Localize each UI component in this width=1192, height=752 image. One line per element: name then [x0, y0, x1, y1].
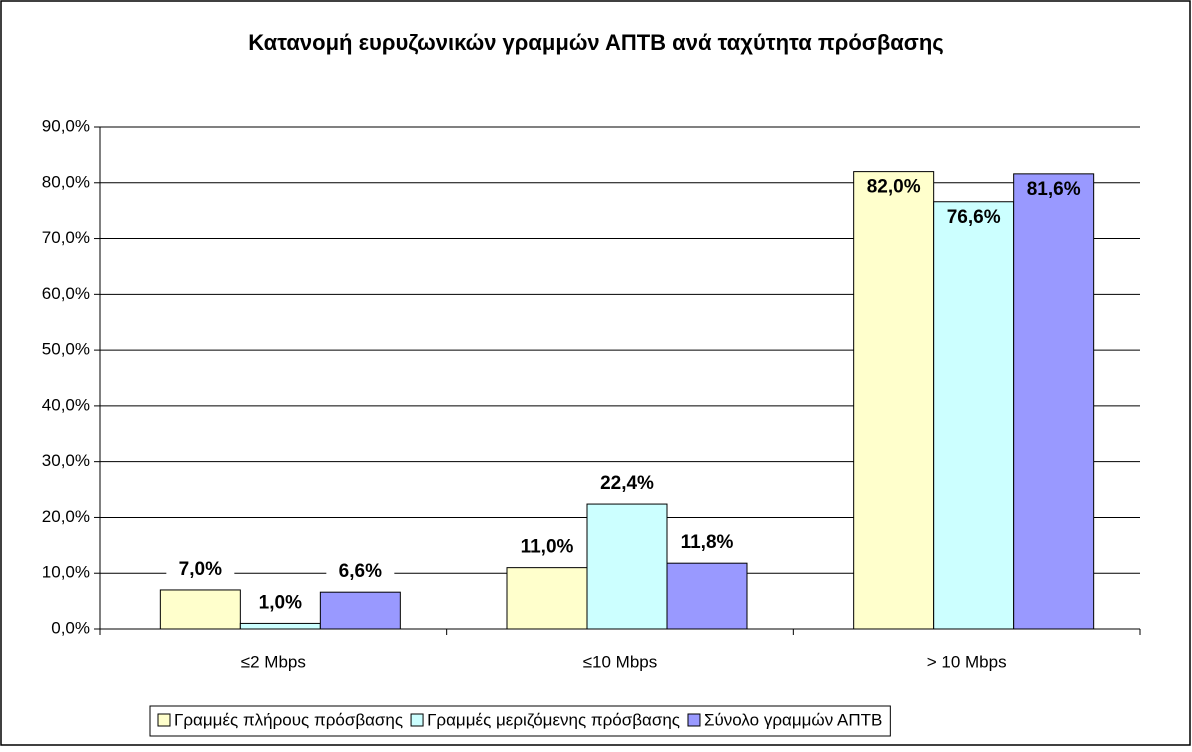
value-label-bg — [166, 557, 235, 582]
value-label: 81,6% — [1027, 179, 1081, 200]
bar — [319, 591, 401, 630]
y-tick-label: 90,0% — [42, 116, 90, 135]
legend-swatch — [687, 713, 701, 727]
value-label: 11,0% — [521, 537, 574, 558]
bar — [853, 171, 935, 630]
legend-label: Γραμμές μεριζόμενης πρόσβασης — [427, 710, 680, 729]
y-tick-label: 40,0% — [42, 395, 90, 414]
legend-label: Σύνολο γραμμών ΑΠΤΒ — [704, 710, 882, 729]
bar — [239, 622, 321, 630]
value-label: 82,0% — [867, 177, 921, 198]
y-tick-label: 20,0% — [42, 507, 90, 526]
bar — [159, 589, 241, 630]
bar — [506, 567, 588, 630]
x-tick-label: > 10 Mbps — [927, 652, 1007, 671]
x-tick-label: ≤2 Mbps — [241, 652, 306, 671]
value-label-bg — [326, 560, 395, 585]
value-label-bg — [246, 591, 315, 616]
value-label: 76,6% — [947, 207, 1001, 228]
value-label-bg — [513, 535, 581, 560]
value-label: 1,0% — [259, 592, 302, 613]
y-tick-label: 60,0% — [42, 284, 90, 303]
bar — [933, 201, 1015, 630]
legend-label: Γραμμές πλήρους πρόσβασης — [174, 710, 403, 729]
y-tick-label: 0,0% — [51, 618, 90, 637]
y-tick-label: 80,0% — [42, 172, 90, 191]
value-label-bg — [673, 531, 741, 556]
y-tick-label: 10,0% — [42, 563, 90, 582]
value-label: 22,4% — [600, 473, 654, 494]
y-tick-label: 30,0% — [42, 451, 90, 470]
bar — [586, 503, 668, 630]
x-tick-label: ≤10 Mbps — [583, 652, 658, 671]
value-label: 7,0% — [179, 559, 222, 580]
y-tick-label: 70,0% — [42, 228, 90, 247]
bar — [666, 562, 748, 630]
y-tick-label: 50,0% — [42, 340, 90, 359]
legend-swatch — [410, 713, 424, 727]
value-label: 6,6% — [339, 561, 382, 582]
bar — [1013, 173, 1095, 630]
legend-swatch — [157, 713, 171, 727]
value-label: 11,8% — [681, 532, 734, 553]
legend-box — [149, 705, 891, 737]
chart-title: Κατανομή ευρυζωνικών γραμμών ΑΠΤΒ ανά τα… — [248, 30, 943, 55]
value-label-bg — [593, 472, 661, 497]
